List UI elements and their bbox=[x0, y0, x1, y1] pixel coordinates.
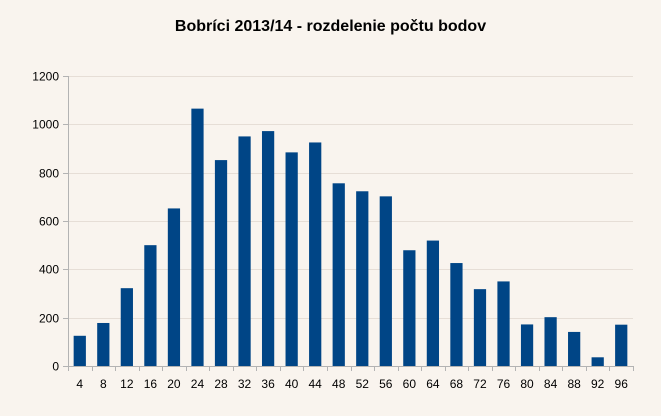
bar-44 bbox=[309, 142, 322, 366]
y-tick-label: 200 bbox=[39, 312, 59, 326]
y-tick-label: 600 bbox=[39, 215, 59, 229]
bar-76 bbox=[497, 281, 510, 366]
x-tick-label: 68 bbox=[450, 377, 464, 391]
bar-68 bbox=[450, 263, 463, 366]
bar-52 bbox=[356, 191, 369, 366]
x-tick-label: 16 bbox=[144, 377, 158, 391]
y-tick-label: 400 bbox=[39, 263, 59, 277]
bars bbox=[73, 108, 628, 367]
bar-24 bbox=[191, 108, 204, 367]
x-tick-label: 72 bbox=[473, 377, 487, 391]
x-tick-label: 96 bbox=[615, 377, 629, 391]
x-tick-label: 56 bbox=[379, 377, 393, 391]
x-tick-label: 20 bbox=[167, 377, 181, 391]
y-tick-label: 0 bbox=[52, 360, 59, 374]
bar-20 bbox=[167, 208, 181, 366]
bar-84 bbox=[544, 317, 557, 366]
x-tick-label: 88 bbox=[567, 377, 581, 391]
bar-4 bbox=[73, 335, 86, 366]
bar-12 bbox=[120, 288, 133, 366]
bar-8 bbox=[97, 322, 110, 366]
bar-48 bbox=[332, 183, 345, 366]
bar-88 bbox=[568, 331, 581, 366]
bar-32 bbox=[238, 136, 251, 366]
x-tick-label: 12 bbox=[120, 377, 134, 391]
bar-16 bbox=[144, 245, 157, 366]
bar-40 bbox=[285, 152, 298, 366]
x-tick-label: 52 bbox=[356, 377, 370, 391]
x-tick-label: 92 bbox=[591, 377, 605, 391]
x-tick-label: 28 bbox=[214, 377, 228, 391]
x-tick-label: 76 bbox=[497, 377, 511, 391]
y-tick-label: 1200 bbox=[32, 70, 59, 84]
chart-title: Bobríci 2013/14 - rozdelenie počtu bodov bbox=[174, 18, 487, 35]
grid-lines bbox=[68, 76, 633, 319]
x-tick-label: 4 bbox=[76, 377, 83, 391]
x-tick-label: 32 bbox=[238, 377, 252, 391]
bar-28 bbox=[214, 160, 228, 366]
x-tick-label: 36 bbox=[261, 377, 275, 391]
x-tick-label: 60 bbox=[403, 377, 417, 391]
axes bbox=[63, 76, 634, 371]
x-tick-label: 84 bbox=[544, 377, 558, 391]
y-tick-label: 1000 bbox=[32, 118, 59, 132]
bar-60 bbox=[403, 250, 416, 366]
x-tick-label: 48 bbox=[332, 377, 346, 391]
x-tick-label: 64 bbox=[426, 377, 440, 391]
x-tick-label: 24 bbox=[191, 377, 205, 391]
bar-72 bbox=[473, 289, 487, 366]
bar-80 bbox=[520, 324, 534, 366]
bar-92 bbox=[591, 357, 604, 366]
y-tick-label: 800 bbox=[39, 167, 59, 181]
x-tick-label: 44 bbox=[309, 377, 323, 391]
bar-36 bbox=[261, 131, 275, 366]
x-tick-label: 40 bbox=[285, 377, 299, 391]
x-tick-label: 8 bbox=[100, 377, 107, 391]
x-tick-label: 80 bbox=[520, 377, 534, 391]
bar-96 bbox=[615, 324, 628, 366]
bar-56 bbox=[379, 196, 392, 366]
bar-64 bbox=[426, 240, 440, 366]
